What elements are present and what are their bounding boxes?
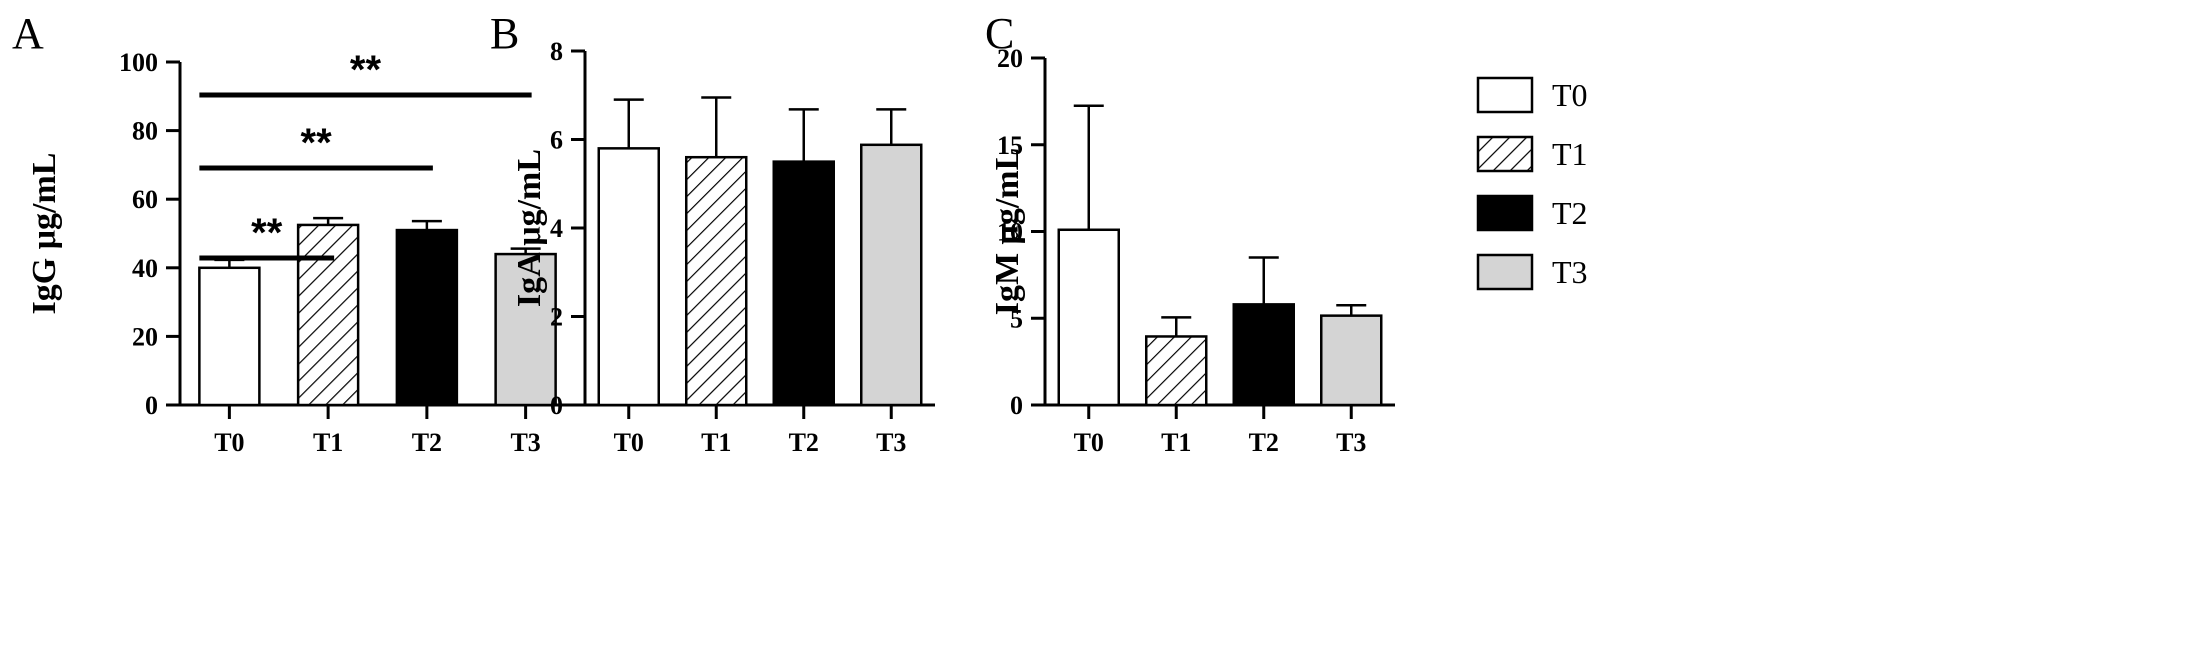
x-tick-label: T1 — [313, 428, 343, 457]
y-tick-label: 5 — [1010, 304, 1023, 333]
y-axis-title: IgM μg/mL — [989, 148, 1026, 316]
y-tick-label: 8 — [550, 37, 563, 66]
y-tick-label: 0 — [550, 391, 563, 420]
y-tick-label: 0 — [1010, 391, 1023, 420]
bar-T2 — [1232, 303, 1295, 407]
x-tick-label: T1 — [701, 428, 731, 457]
y-tick-label: 0 — [145, 391, 158, 420]
y-tick-label: 10 — [997, 218, 1023, 247]
significance-label: ** — [350, 48, 382, 92]
bar-T1 — [1145, 335, 1208, 407]
legend-swatch-T2 — [1476, 194, 1534, 232]
x-tick-label: T2 — [789, 428, 819, 457]
bar-T1 — [296, 223, 360, 407]
significance-label: ** — [301, 121, 333, 165]
x-tick-label: T2 — [412, 428, 442, 457]
bar-T0 — [198, 266, 261, 407]
bar-T1 — [685, 155, 748, 407]
bar-T3 — [860, 143, 923, 407]
y-axis-title: IgG μg/mL — [26, 153, 63, 315]
y-tick-label: 40 — [132, 254, 158, 283]
y-axis-title: IgA μg/mL — [511, 149, 548, 307]
legend: T0 T1 T2 T3 — [1476, 76, 1588, 291]
panel-letter: C — [985, 9, 1014, 58]
x-tick-label: T0 — [614, 428, 644, 457]
panel-C: C IgM μg/mL 0 5 10 15 20 T0 T1 T2 T3 — [985, 9, 1395, 457]
bar-T0 — [1057, 228, 1120, 407]
legend-label-T2: T2 — [1552, 195, 1588, 231]
legend-label-T1: T1 — [1552, 136, 1588, 172]
y-tick-label: 20 — [997, 44, 1023, 73]
y-tick-label: 4 — [550, 214, 563, 243]
bar-T2 — [395, 228, 459, 407]
bar-T0 — [597, 147, 660, 407]
x-tick-label: T2 — [1249, 428, 1279, 457]
legend-label-T0: T0 — [1552, 77, 1588, 113]
x-tick-label: T0 — [214, 428, 244, 457]
x-tick-label: T3 — [1336, 428, 1366, 457]
y-tick-label: 2 — [550, 303, 563, 332]
y-tick-label: 100 — [119, 48, 158, 77]
significance-label: ** — [251, 211, 283, 255]
x-tick-label: T0 — [1074, 428, 1104, 457]
panel-B: B IgA μg/mL 0 2 4 6 8 T0 T1 T2 T3 — [490, 9, 935, 457]
bar-T3 — [1320, 314, 1383, 407]
y-tick-label: 20 — [132, 322, 158, 351]
y-tick-label: 60 — [132, 185, 158, 214]
legend-swatch-T1 — [1476, 135, 1534, 173]
x-tick-label: T3 — [510, 428, 540, 457]
x-tick-label: T3 — [876, 428, 906, 457]
legend-label-T3: T3 — [1552, 254, 1588, 290]
legend-swatch-T0 — [1476, 76, 1534, 114]
panel-letter: B — [490, 9, 519, 58]
x-tick-label: T1 — [1161, 428, 1191, 457]
panel-letter: A — [12, 9, 44, 58]
bar-T2 — [772, 160, 835, 407]
y-tick-label: 80 — [132, 117, 158, 146]
legend-swatch-T3 — [1476, 253, 1534, 291]
y-tick-label: 6 — [550, 126, 563, 155]
y-tick-label: 15 — [997, 131, 1023, 160]
